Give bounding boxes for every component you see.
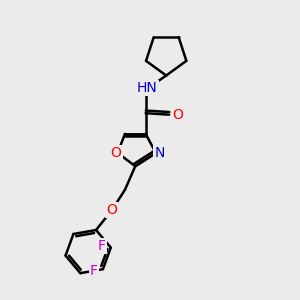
Text: O: O (172, 108, 183, 122)
Text: N: N (154, 146, 165, 160)
Text: F: F (90, 264, 98, 278)
Text: F: F (98, 239, 106, 253)
Text: O: O (111, 146, 122, 160)
Text: O: O (106, 203, 117, 218)
Text: HN: HN (137, 81, 158, 95)
